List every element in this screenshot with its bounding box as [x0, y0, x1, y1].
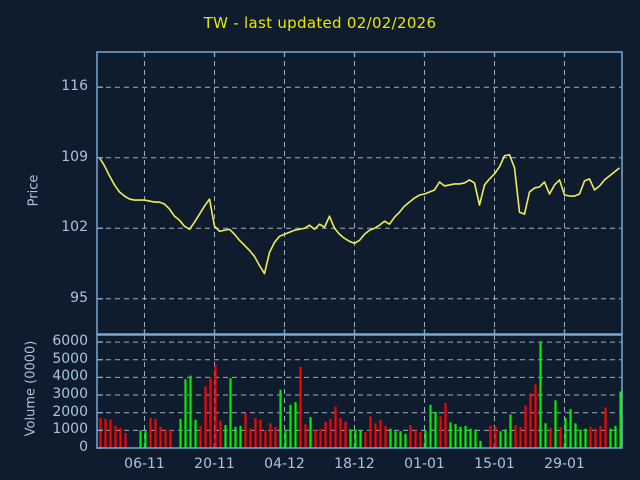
price-tick-label: 102	[61, 219, 88, 236]
x-tick-label: 29-01	[544, 456, 585, 472]
x-tick-label: 20-11	[194, 456, 235, 472]
volume-tick-label: 2000	[52, 403, 88, 420]
price-tick-label: 95	[70, 289, 88, 306]
x-tick-label: 01-01	[404, 456, 445, 472]
volume-tick-label: 6000	[52, 333, 88, 350]
page-title: TW - last updated 02/02/2026	[203, 14, 437, 32]
x-tick-label: 18-12	[334, 456, 375, 472]
price-panel-frame	[96, 51, 623, 335]
volume-tick-label: 4000	[52, 368, 88, 385]
volume-tick-label: 1000	[52, 421, 88, 438]
volume-tick-label: 5000	[52, 350, 88, 367]
x-tick-label: 15-01	[474, 456, 515, 472]
volume-tick-label: 0	[79, 439, 88, 455]
volume-tick-label: 3000	[52, 386, 88, 403]
price-tick-label: 116	[61, 78, 88, 95]
volume-panel-frame	[96, 334, 623, 449]
x-tick-label: 06-11	[124, 456, 165, 472]
price-line	[98, 153, 621, 275]
x-tick-label: 04-12	[264, 456, 305, 472]
price-tick-label: 109	[61, 148, 88, 165]
